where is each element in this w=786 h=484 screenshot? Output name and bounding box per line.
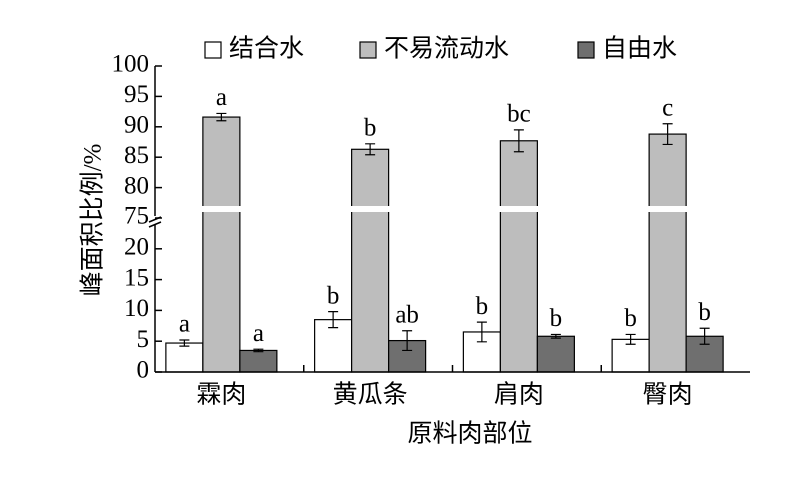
y-tick-label: 15 xyxy=(124,264,149,291)
error-bar xyxy=(216,112,227,122)
y-tick-label: 10 xyxy=(124,295,149,322)
error-bar xyxy=(402,330,413,352)
x-tick-label: 肩肉 xyxy=(494,381,544,409)
error-bar xyxy=(699,327,710,345)
error-bar xyxy=(365,143,376,156)
y-axis-title: 峰面积比例/% xyxy=(79,144,107,297)
legend-label: 不易流动水 xyxy=(384,35,509,63)
significance-label: a xyxy=(179,311,190,338)
significance-label: b xyxy=(364,115,377,142)
significance-label: b xyxy=(476,293,489,320)
significance-label: c xyxy=(662,94,673,121)
legend-swatch xyxy=(204,41,222,59)
axis-break-gap xyxy=(157,206,752,212)
y-tick-label: 90 xyxy=(124,112,149,139)
legend-swatch xyxy=(359,41,377,59)
error-bar xyxy=(625,333,636,345)
bar xyxy=(648,133,687,373)
error-bar xyxy=(513,129,524,153)
bar xyxy=(536,335,575,373)
x-tick-label: 黄瓜条 xyxy=(333,381,408,409)
significance-label: b xyxy=(327,282,340,309)
legend-swatch xyxy=(577,41,595,59)
y-tick-label: 5 xyxy=(137,326,150,353)
x-tick-label: 霖肉 xyxy=(196,381,246,409)
error-bar xyxy=(476,321,487,343)
y-tick-label: 0 xyxy=(137,357,150,384)
error-bar xyxy=(662,123,673,146)
significance-label: ab xyxy=(395,301,419,328)
error-bar xyxy=(179,339,190,347)
y-tick-label: 85 xyxy=(124,142,149,169)
legend-label: 结合水 xyxy=(229,35,304,63)
legend-label: 自由水 xyxy=(602,35,677,63)
bar xyxy=(351,148,390,373)
significance-label: a xyxy=(253,320,264,347)
bar xyxy=(499,140,538,373)
y-tick-label: 20 xyxy=(124,234,149,261)
significance-label: bc xyxy=(507,101,531,128)
significance-label: b xyxy=(624,305,637,332)
bar xyxy=(165,342,204,373)
y-tick-label: 75 xyxy=(124,203,149,230)
y-tick-label: 100 xyxy=(112,51,150,78)
bar xyxy=(202,116,241,373)
bar xyxy=(239,349,278,373)
significance-label: a xyxy=(216,84,227,111)
significance-label: b xyxy=(698,299,711,326)
significance-label: b xyxy=(550,305,563,332)
x-axis-title: 原料肉部位 xyxy=(407,420,532,448)
error-bar xyxy=(328,311,339,329)
x-tick-label: 臀肉 xyxy=(643,381,693,409)
y-tick-label: 80 xyxy=(124,172,149,199)
y-tick-label: 95 xyxy=(124,81,149,108)
error-bar xyxy=(550,333,561,339)
error-bar xyxy=(253,348,264,353)
